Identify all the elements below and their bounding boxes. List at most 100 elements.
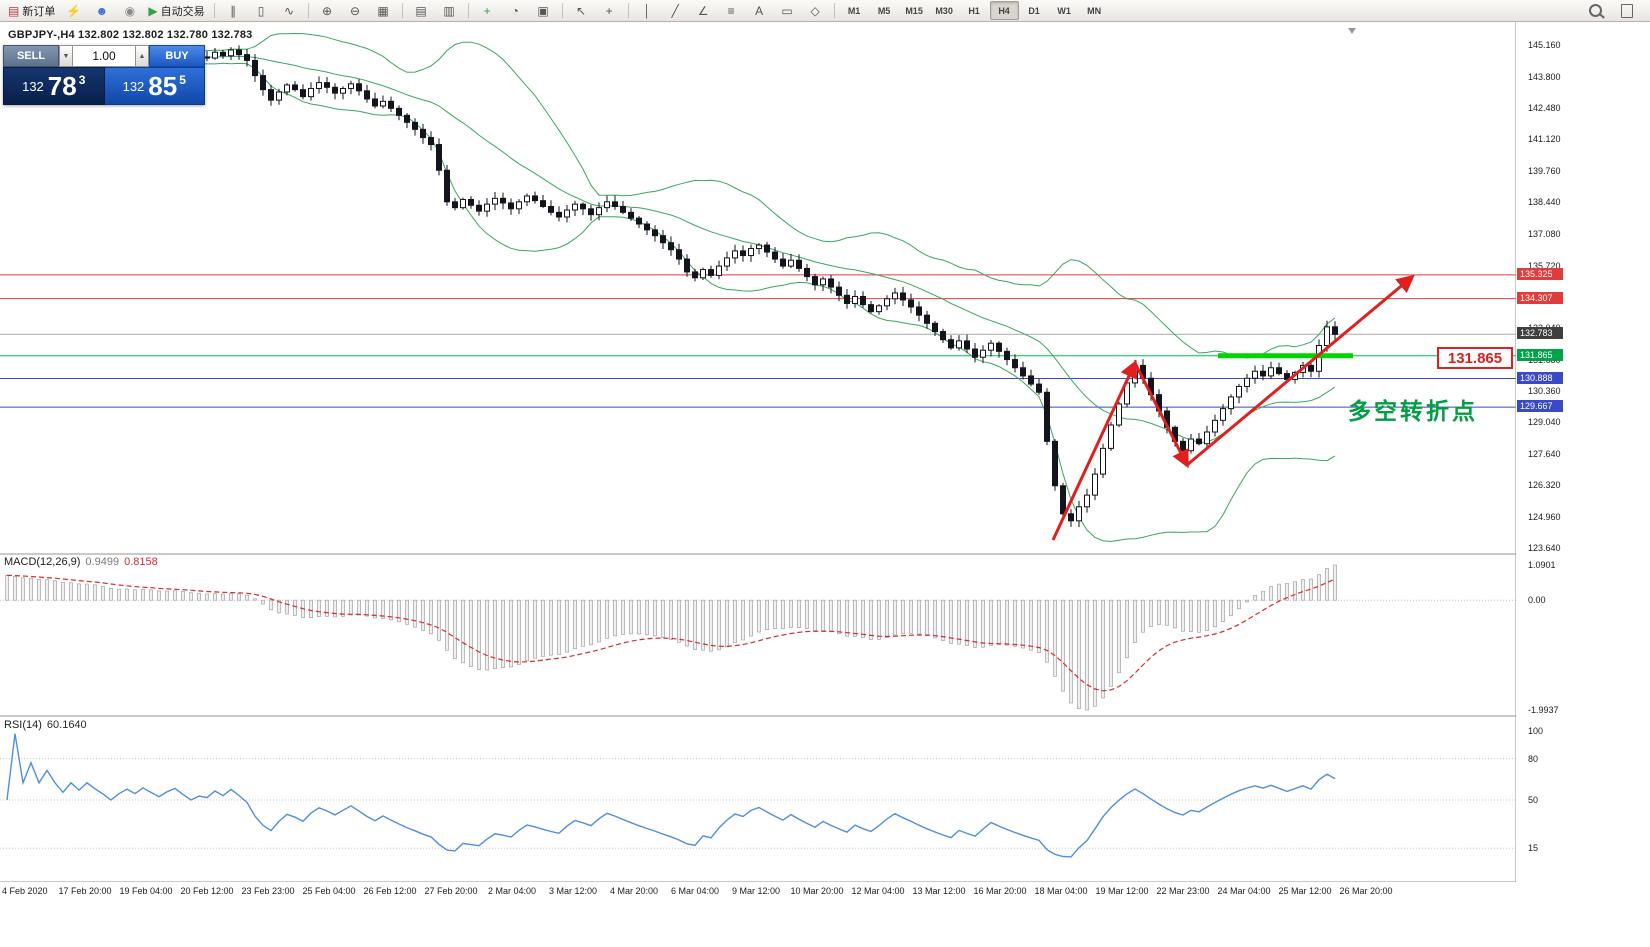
timeframe-d1-button[interactable]: D1 bbox=[1028, 5, 1040, 16]
timeframe-m30-button[interactable]: M30 bbox=[935, 5, 953, 16]
trendline-button[interactable]: ╱ bbox=[662, 0, 689, 21]
auto-arrange-button[interactable]: ▤ bbox=[408, 0, 435, 21]
periods-button[interactable]: ◔ bbox=[502, 0, 529, 21]
macd-bar bbox=[349, 599, 353, 616]
macd-bar bbox=[333, 599, 337, 618]
candle-body bbox=[772, 251, 778, 260]
shapes-icon: ◇ bbox=[810, 3, 820, 18]
candle-body bbox=[660, 235, 666, 244]
macd-bar bbox=[517, 599, 521, 665]
cursor-button[interactable]: ↖ bbox=[568, 0, 595, 21]
text-button[interactable]: A bbox=[746, 0, 773, 21]
macd-bar bbox=[909, 599, 913, 634]
price-axis-label: 129.040 bbox=[1528, 416, 1561, 427]
chart-bolt-button[interactable]: ⚡ bbox=[60, 0, 87, 21]
bollinger-upper bbox=[6, 32, 1336, 359]
macd-bar bbox=[837, 599, 841, 635]
candle-body bbox=[988, 342, 994, 351]
candle-body bbox=[1188, 438, 1194, 452]
sell-button[interactable]: SELL bbox=[3, 45, 59, 67]
fibo-button[interactable]: ≡ bbox=[718, 0, 745, 21]
macd-bar bbox=[205, 593, 209, 601]
macd-bar bbox=[1061, 599, 1065, 692]
time-axis-label: 13 Mar 12:00 bbox=[912, 886, 966, 896]
timeframe-m1-button[interactable]: M1 bbox=[847, 5, 861, 16]
macd-bar bbox=[997, 599, 1001, 646]
auto-trading-button[interactable]: ▶ 自动交易 bbox=[144, 0, 208, 21]
price-axis-label: 127.640 bbox=[1528, 449, 1561, 460]
macd-bar bbox=[1037, 599, 1041, 654]
timeframe-w1-button[interactable]: W1 bbox=[1057, 5, 1071, 16]
macd-bar bbox=[1077, 599, 1081, 710]
community-button[interactable] bbox=[1613, 0, 1640, 21]
price-axis-label: 123.640 bbox=[1528, 542, 1561, 553]
record-button[interactable]: ◉ bbox=[116, 0, 143, 21]
price-tag-134.307: 134.307 bbox=[1517, 291, 1563, 304]
time-axis-label: 24 Mar 04:00 bbox=[1217, 886, 1271, 896]
macd-bar bbox=[149, 589, 153, 601]
buy-button[interactable]: BUY bbox=[149, 45, 205, 67]
candle-body bbox=[1044, 391, 1050, 442]
macd-bar bbox=[373, 599, 377, 619]
macd-bar bbox=[133, 589, 137, 601]
line-chart-button[interactable]: ∿ bbox=[276, 0, 303, 21]
search-button[interactable] bbox=[1582, 0, 1609, 21]
macd-bar bbox=[565, 599, 569, 653]
macd-bar bbox=[365, 599, 369, 617]
macd-bar bbox=[693, 599, 697, 650]
crosshair-button[interactable]: + bbox=[596, 0, 623, 21]
timeframe-mn-button[interactable]: MN bbox=[1087, 5, 1102, 16]
zoom-in-button[interactable]: ⊕ bbox=[314, 0, 341, 21]
candle-body bbox=[316, 82, 322, 89]
timeframe-h4-button[interactable]: H4 bbox=[989, 1, 1019, 20]
timeframe-h1-button[interactable]: H1 bbox=[968, 5, 980, 16]
macd-signal-line bbox=[6, 574, 1336, 692]
account-button[interactable]: ☻ bbox=[88, 0, 115, 21]
price-chart-canvas[interactable] bbox=[0, 22, 1650, 947]
macd-bar bbox=[1045, 599, 1049, 663]
zoom-out-button[interactable]: ⊖ bbox=[342, 0, 369, 21]
vline-button[interactable]: │ bbox=[634, 0, 661, 21]
macd-bar bbox=[1021, 599, 1025, 649]
macd-bar bbox=[421, 599, 425, 631]
macd-bar bbox=[461, 599, 465, 664]
buy-price-display[interactable]: 132 85 5 bbox=[104, 67, 205, 105]
macd-bar bbox=[525, 599, 529, 662]
macd-bar bbox=[645, 599, 649, 636]
macd-bar bbox=[413, 599, 417, 628]
new-order-button[interactable]: ▤ 新订单 bbox=[4, 0, 59, 21]
timeframe-m5-button[interactable]: M5 bbox=[877, 5, 891, 16]
candle-body bbox=[780, 258, 786, 267]
price-axis-label: 135.720 bbox=[1528, 260, 1561, 271]
macd-bar bbox=[1013, 599, 1017, 647]
templates-button[interactable]: ▣ bbox=[530, 0, 557, 21]
label-button[interactable]: ▭ bbox=[774, 0, 801, 21]
bar-chart-button[interactable]: ∥ bbox=[220, 0, 247, 21]
volume-input[interactable] bbox=[73, 45, 135, 67]
candle-body bbox=[956, 340, 962, 349]
candle-body bbox=[420, 128, 426, 139]
candle-body bbox=[708, 269, 714, 276]
volume-increase-button[interactable]: ▲ bbox=[135, 45, 149, 67]
tile-windows-button[interactable]: ▦ bbox=[370, 0, 397, 21]
channel-button[interactable]: ∠ bbox=[690, 0, 717, 21]
sell-price-display[interactable]: 132 78 3 bbox=[3, 67, 105, 105]
macd-bar bbox=[597, 599, 601, 643]
candle-body bbox=[252, 59, 258, 77]
timeframe-m15-button[interactable]: M15 bbox=[905, 5, 923, 16]
candle-body bbox=[748, 248, 754, 257]
volume-decrease-button[interactable]: ▼ bbox=[59, 45, 73, 67]
tile-windows-icon: ▦ bbox=[377, 3, 389, 18]
shapes-button[interactable]: ◇ bbox=[802, 0, 829, 21]
toolbar-separator bbox=[627, 3, 629, 18]
candlestick-button[interactable]: ▯ bbox=[248, 0, 275, 21]
macd-axis-label: 0.00 bbox=[1528, 595, 1546, 606]
indicators-button[interactable]: + bbox=[474, 0, 501, 21]
chart-shift-button[interactable]: ▥ bbox=[436, 0, 463, 21]
sell-price-pips: 78 bbox=[47, 71, 77, 101]
rsi-axis-label: 80 bbox=[1528, 753, 1539, 764]
candle-body bbox=[612, 201, 618, 207]
macd-bar bbox=[629, 599, 633, 635]
price-tag-132.783: 132.783 bbox=[1517, 327, 1563, 340]
